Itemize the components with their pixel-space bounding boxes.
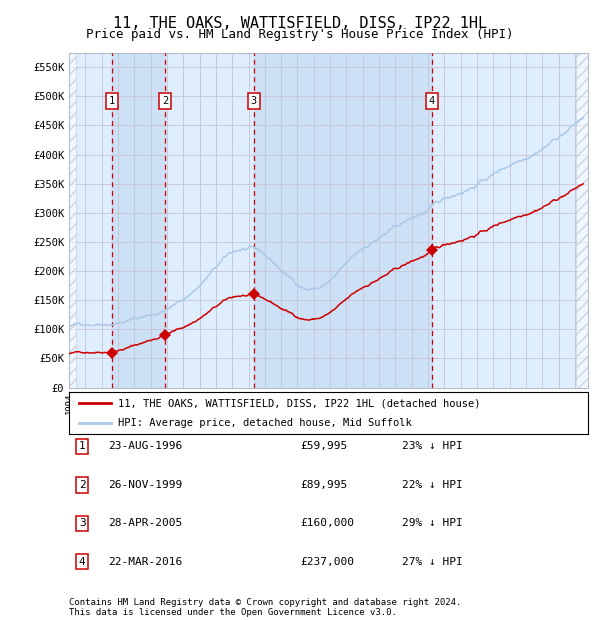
- Text: £237,000: £237,000: [300, 557, 354, 567]
- Text: Contains HM Land Registry data © Crown copyright and database right 2024.: Contains HM Land Registry data © Crown c…: [69, 598, 461, 607]
- Text: 11, THE OAKS, WATTISFIELD, DISS, IP22 1HL: 11, THE OAKS, WATTISFIELD, DISS, IP22 1H…: [113, 16, 487, 30]
- Text: Price paid vs. HM Land Registry's House Price Index (HPI): Price paid vs. HM Land Registry's House …: [86, 28, 514, 41]
- Text: 23% ↓ HPI: 23% ↓ HPI: [402, 441, 463, 451]
- Text: 3: 3: [79, 518, 86, 528]
- Text: 26-NOV-1999: 26-NOV-1999: [108, 480, 182, 490]
- Text: 1: 1: [79, 441, 86, 451]
- Text: 4: 4: [428, 96, 435, 106]
- Text: £160,000: £160,000: [300, 518, 354, 528]
- Text: 29% ↓ HPI: 29% ↓ HPI: [402, 518, 463, 528]
- Text: £89,995: £89,995: [300, 480, 347, 490]
- Text: 23-AUG-1996: 23-AUG-1996: [108, 441, 182, 451]
- Text: 22-MAR-2016: 22-MAR-2016: [108, 557, 182, 567]
- Text: 1: 1: [109, 96, 115, 106]
- Text: 22% ↓ HPI: 22% ↓ HPI: [402, 480, 463, 490]
- Text: 11, THE OAKS, WATTISFIELD, DISS, IP22 1HL (detached house): 11, THE OAKS, WATTISFIELD, DISS, IP22 1H…: [118, 398, 481, 408]
- Text: 2: 2: [79, 480, 86, 490]
- Text: 4: 4: [79, 557, 86, 567]
- Text: HPI: Average price, detached house, Mid Suffolk: HPI: Average price, detached house, Mid …: [118, 418, 412, 428]
- Text: 27% ↓ HPI: 27% ↓ HPI: [402, 557, 463, 567]
- Bar: [112, 53, 165, 388]
- Text: 3: 3: [251, 96, 257, 106]
- Text: £59,995: £59,995: [300, 441, 347, 451]
- Text: This data is licensed under the Open Government Licence v3.0.: This data is licensed under the Open Gov…: [69, 608, 397, 617]
- Text: 28-APR-2005: 28-APR-2005: [108, 518, 182, 528]
- Text: 2: 2: [162, 96, 169, 106]
- Bar: [254, 53, 431, 388]
